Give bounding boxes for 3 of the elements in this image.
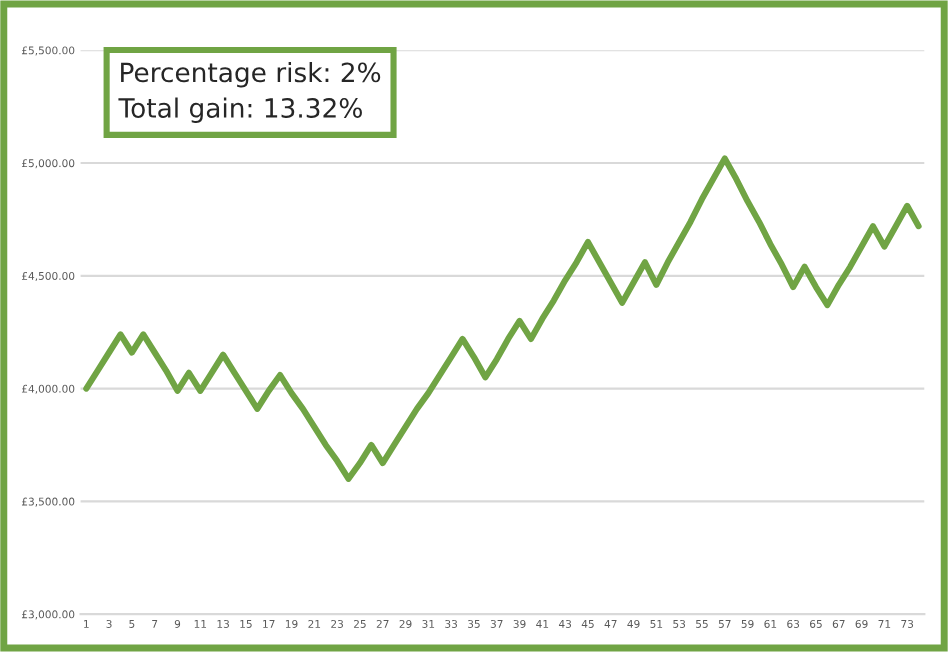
line-series [83, 155, 922, 482]
annotation: Percentage risk: 2% [121, 61, 381, 88]
annotation: Total gain: 13.32% [118, 97, 362, 124]
